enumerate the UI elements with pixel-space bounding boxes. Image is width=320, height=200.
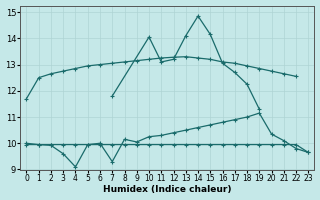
X-axis label: Humidex (Indice chaleur): Humidex (Indice chaleur) [103,185,232,194]
